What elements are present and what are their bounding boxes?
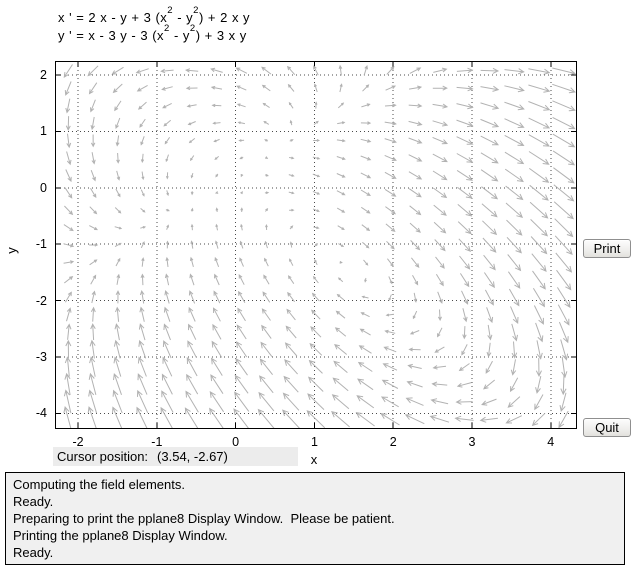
vector-field-svg — [56, 62, 576, 428]
y-tick-label: 0 — [40, 180, 47, 195]
status-line: Printing the pplane8 Display Window. — [13, 528, 228, 543]
x-tick-label: 0 — [232, 435, 240, 449]
y-tick-label: -2 — [35, 293, 47, 308]
y-tick-label: -4 — [35, 406, 47, 421]
x-tick-label: 1 — [310, 435, 318, 449]
quit-button[interactable]: Quit — [583, 418, 631, 437]
y-tick-label: -1 — [35, 237, 47, 252]
status-line: Preparing to print the pplane8 Display W… — [13, 511, 395, 526]
vector-field-arrows — [63, 64, 576, 428]
cursor-position-readout: Cursor position: (3.54, -2.67) — [53, 447, 298, 466]
x-axis-label: x — [310, 452, 318, 467]
x-tick-label: 4 — [547, 435, 555, 449]
equation-x-prime: x ' = 2 x - y + 3 (x2 - y2) + 2 x y — [58, 4, 251, 25]
y-axis-label: y — [3, 247, 19, 254]
status-line: Computing the field elements. — [13, 477, 185, 492]
equation-y-prime: y ' = x - 3 y - 3 (x2 - y2) + 3 x y — [58, 22, 247, 43]
x-tick-label: 3 — [468, 435, 476, 449]
print-button[interactable]: Print — [583, 239, 631, 258]
status-line: Ready. — [13, 545, 54, 560]
x-tick-label: -2 — [72, 435, 84, 449]
y-tick-label: 2 — [40, 67, 47, 82]
y-tick-label: -3 — [35, 349, 47, 364]
status-log: Computing the field elements. Ready. Prepa… — [5, 472, 625, 565]
status-line: Ready. — [13, 494, 54, 509]
cursor-position-label: Cursor position: — [57, 449, 149, 464]
x-tick-label: 2 — [389, 435, 397, 449]
y-tick-label: 1 — [40, 124, 47, 139]
x-tick-label: -1 — [151, 435, 163, 449]
phase-plane-plot[interactable] — [55, 61, 577, 429]
cursor-position-value: (3.54, -2.67) — [157, 449, 228, 464]
